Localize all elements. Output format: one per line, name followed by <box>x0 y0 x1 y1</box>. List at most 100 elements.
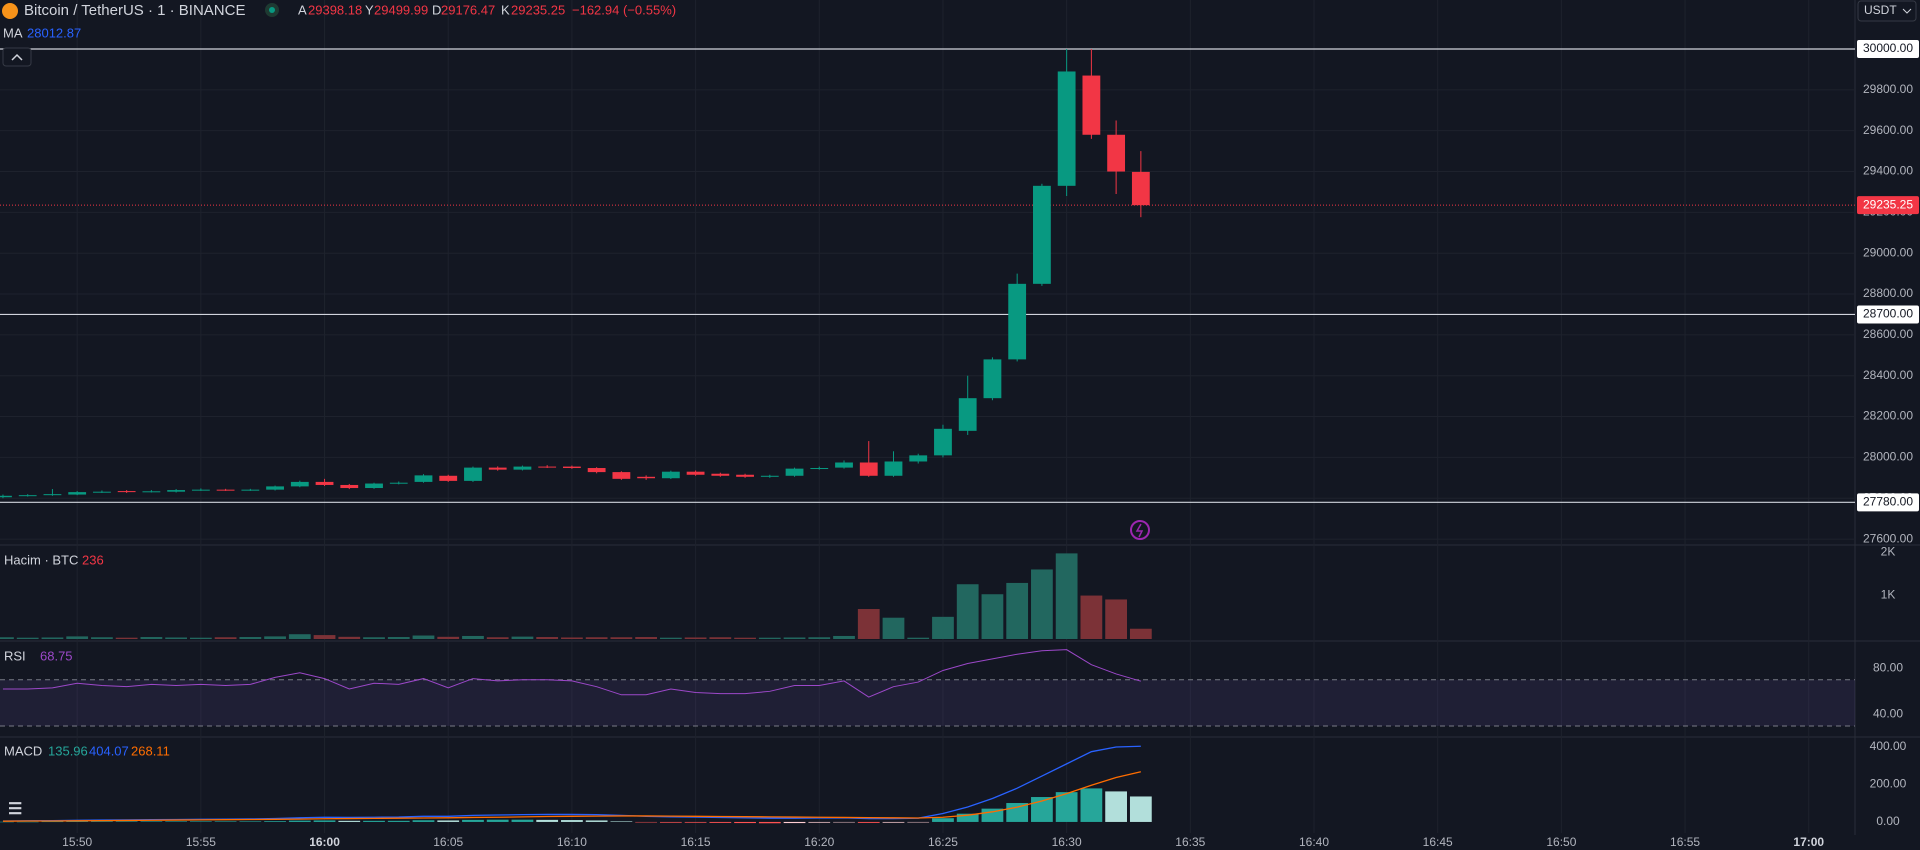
x-tick-label: 16:45 <box>1423 835 1453 849</box>
coin-icon <box>2 3 18 19</box>
volume-bar <box>659 637 682 640</box>
candle-body <box>18 495 37 497</box>
volume-bar <box>462 635 484 640</box>
x-tick-label: 16:55 <box>1670 835 1700 849</box>
event-icon-bolt <box>1135 523 1144 538</box>
candle-body <box>389 482 408 484</box>
candle-body <box>513 466 532 470</box>
last-price-box <box>1857 196 1919 215</box>
macd-histogram-bar <box>288 820 311 822</box>
volume-bar <box>1031 569 1053 640</box>
macd-histogram-bar <box>1055 792 1078 822</box>
event-icon[interactable] <box>1130 520 1150 540</box>
macd-histogram-bar <box>115 821 138 822</box>
candle-body <box>587 468 606 473</box>
volume-bar <box>1080 595 1103 640</box>
rsi-band <box>0 679 1855 727</box>
candle-body <box>290 481 309 487</box>
volume-bar <box>907 637 930 640</box>
candle-body <box>859 462 878 476</box>
volume-bar <box>338 636 361 640</box>
volume-bar <box>437 636 460 640</box>
pane-value: 268.11 <box>131 743 170 758</box>
macd-histogram-bar <box>956 813 979 822</box>
macd-histogram-bar <box>1080 788 1103 822</box>
volume-bar <box>635 637 658 640</box>
y-tick-label: 29600.00 <box>1863 123 1913 137</box>
macd-histogram-bar <box>932 818 954 822</box>
volume-bar <box>783 637 806 640</box>
x-tick-label: 15:50 <box>62 835 92 849</box>
volume-bar <box>140 637 163 640</box>
y-tick-label: 29400.00 <box>1863 164 1913 178</box>
candle-body <box>43 494 62 496</box>
y-tick-label: 29000.00 <box>1863 245 1913 259</box>
indicator-name[interactable]: MA <box>3 25 23 40</box>
macd-histogram-bar <box>0 821 14 823</box>
macd-histogram-bar <box>1105 791 1128 822</box>
candle-body <box>810 468 829 470</box>
macd-histogram-bar <box>561 820 583 822</box>
candle-body <box>909 455 928 462</box>
candle-body <box>142 491 161 493</box>
macd-histogram-bar <box>758 821 781 824</box>
volume-bar <box>288 634 311 640</box>
macd-histogram-bar <box>808 821 831 823</box>
x-tick-label: 16:00 <box>309 835 340 849</box>
macd-histogram-bar <box>882 821 905 823</box>
y-tick-label: 2K <box>1881 544 1896 558</box>
candle-body <box>785 468 804 476</box>
candle-body <box>760 475 779 477</box>
pane-value: 135.96 <box>48 743 88 758</box>
candle-body <box>340 484 359 489</box>
y-tick-label: 28600.00 <box>1863 327 1913 341</box>
volume-bar <box>313 635 336 640</box>
x-tick-label: 16:40 <box>1299 835 1329 849</box>
y-tick-label: 28400.00 <box>1863 368 1913 382</box>
ohlc-key: D <box>432 2 441 17</box>
volume-bar <box>189 637 212 640</box>
x-tick-label: 16:15 <box>681 835 711 849</box>
pane-title: Hacim · BTC <box>4 552 78 567</box>
volume-bar <box>264 636 286 640</box>
pane-value: 236 <box>82 552 104 567</box>
macd-histogram-bar <box>709 821 732 823</box>
macd-histogram-bar <box>610 821 633 822</box>
candle-body <box>1008 283 1027 360</box>
price-label-box <box>1857 493 1919 512</box>
x-tick-label: 16:25 <box>928 835 958 849</box>
ohlc-value: 29499.99 <box>374 2 428 17</box>
price-label-box <box>1857 305 1919 324</box>
macd-histogram-bar <box>857 821 880 823</box>
candle-body <box>167 490 186 492</box>
volume-bar <box>239 637 262 640</box>
x-tick-label: 17:00 <box>1793 835 1824 849</box>
candle-body <box>439 475 458 481</box>
price-change: −162.94 (−0.55%) <box>572 2 676 17</box>
macd-histogram-bar <box>684 821 707 823</box>
candle-body <box>612 472 631 479</box>
candle-body <box>117 491 136 493</box>
pane-title: MACD <box>4 743 42 758</box>
currency-button[interactable] <box>1857 0 1917 22</box>
ohlc-key: Y <box>365 2 374 17</box>
macd-histogram-bar <box>41 821 64 823</box>
price-label: 28700.00 <box>1863 307 1913 321</box>
candle-body <box>464 467 482 481</box>
macd-histogram-bar <box>1129 796 1152 822</box>
x-tick-label: 15:55 <box>186 835 216 849</box>
volume-bar <box>585 637 608 640</box>
macd-histogram-bar <box>165 821 188 822</box>
ohlc-key: A <box>298 2 307 17</box>
macd-histogram-bar <box>437 820 460 822</box>
symbol-title[interactable]: Bitcoin / TetherUS · 1 · BINANCE <box>24 2 245 19</box>
candle-body <box>488 467 507 470</box>
collapse-button[interactable] <box>2 47 32 67</box>
candle-body <box>1131 171 1150 206</box>
collapse-icon <box>11 53 23 61</box>
macd-histogram-bar <box>734 821 756 824</box>
candle-body <box>835 462 853 468</box>
volume-bar <box>1105 599 1128 640</box>
y-tick-label: 28200.00 <box>1863 409 1913 423</box>
